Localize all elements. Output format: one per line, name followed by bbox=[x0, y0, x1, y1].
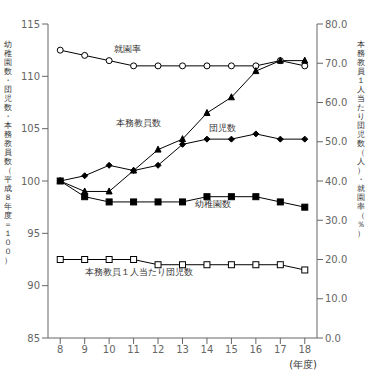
svg-text:13: 13 bbox=[176, 344, 189, 355]
html-text:度: 度 bbox=[4, 211, 12, 220]
svg-text:団児数: 団児数 bbox=[209, 123, 236, 133]
html-text:年: 年 bbox=[4, 202, 12, 211]
svg-text:12: 12 bbox=[152, 344, 165, 355]
html-text:教: 教 bbox=[4, 139, 12, 148]
html-text:平: 平 bbox=[4, 175, 12, 184]
svg-text:85: 85 bbox=[27, 333, 40, 344]
svg-text:105: 105 bbox=[21, 123, 40, 134]
svg-text:9: 9 bbox=[81, 344, 87, 355]
svg-text:60.0: 60.0 bbox=[325, 97, 347, 108]
svg-text:90: 90 bbox=[27, 280, 40, 291]
html-text:数: 数 bbox=[357, 139, 365, 148]
svg-text:40.0: 40.0 bbox=[325, 176, 347, 187]
svg-text:就園率: 就園率 bbox=[114, 44, 141, 54]
html-text:児: 児 bbox=[4, 94, 12, 103]
html-text:当: 当 bbox=[357, 94, 365, 103]
html-text:本: 本 bbox=[4, 121, 12, 130]
html-text:た: た bbox=[357, 103, 365, 112]
svg-text:幼稚園数: 幼稚園数 bbox=[195, 199, 231, 209]
html-text:本: 本 bbox=[357, 40, 365, 49]
html-text:人: 人 bbox=[357, 157, 365, 166]
html-text:務: 務 bbox=[4, 130, 12, 139]
svg-text:80.0: 80.0 bbox=[325, 19, 347, 30]
html-text:率: 率 bbox=[357, 202, 365, 211]
svg-text:50.0: 50.0 bbox=[325, 136, 347, 147]
svg-text:本務教員１人当たり団児数: 本務教員１人当たり団児数 bbox=[85, 267, 193, 277]
svg-text:14: 14 bbox=[201, 344, 214, 355]
html-text:０: ０ bbox=[4, 238, 12, 247]
html-text:８: ８ bbox=[4, 193, 12, 202]
html-text:１: １ bbox=[357, 76, 365, 85]
html-text:数: 数 bbox=[4, 157, 12, 166]
svg-text:18: 18 bbox=[298, 344, 311, 355]
html-text:０: ０ bbox=[4, 247, 12, 256]
html-text:成: 成 bbox=[4, 184, 12, 193]
svg-text:0.0: 0.0 bbox=[325, 333, 341, 344]
svg-text:115: 115 bbox=[21, 19, 40, 30]
svg-text:16: 16 bbox=[249, 344, 262, 355]
svg-text:本務教員数: 本務教員数 bbox=[116, 118, 161, 128]
svg-text:(年度): (年度) bbox=[289, 359, 317, 370]
svg-text:15: 15 bbox=[225, 344, 238, 355]
html-text:就: 就 bbox=[357, 184, 365, 193]
svg-text:20.0: 20.0 bbox=[325, 254, 347, 265]
svg-text:95: 95 bbox=[27, 228, 40, 239]
svg-text:100: 100 bbox=[21, 176, 40, 187]
html-text:教: 教 bbox=[357, 58, 365, 67]
html-text:園: 園 bbox=[357, 193, 365, 202]
html-text:数: 数 bbox=[4, 67, 12, 76]
svg-text:10.0: 10.0 bbox=[325, 293, 347, 304]
html-text:団: 団 bbox=[357, 121, 365, 130]
svg-text:8: 8 bbox=[57, 344, 63, 355]
svg-text:30.0: 30.0 bbox=[325, 215, 347, 226]
html-text:数: 数 bbox=[4, 103, 12, 112]
html-text:務: 務 bbox=[357, 49, 365, 58]
svg-text:110: 110 bbox=[21, 71, 40, 82]
html-text:児: 児 bbox=[357, 130, 365, 139]
html-text:園: 園 bbox=[4, 58, 12, 67]
svg-text:17: 17 bbox=[274, 344, 287, 355]
html-text:団: 団 bbox=[4, 85, 12, 94]
html-text:人: 人 bbox=[357, 85, 365, 94]
svg-text:11: 11 bbox=[127, 344, 140, 355]
svg-text:70.0: 70.0 bbox=[325, 58, 347, 69]
html-text:り: り bbox=[357, 112, 365, 121]
html-text:員: 員 bbox=[357, 67, 365, 76]
html-text:幼: 幼 bbox=[4, 40, 12, 49]
html-text:１: １ bbox=[4, 229, 12, 238]
html-text:稚: 稚 bbox=[4, 49, 12, 58]
svg-text:10: 10 bbox=[103, 344, 116, 355]
html-text:員: 員 bbox=[4, 148, 12, 157]
